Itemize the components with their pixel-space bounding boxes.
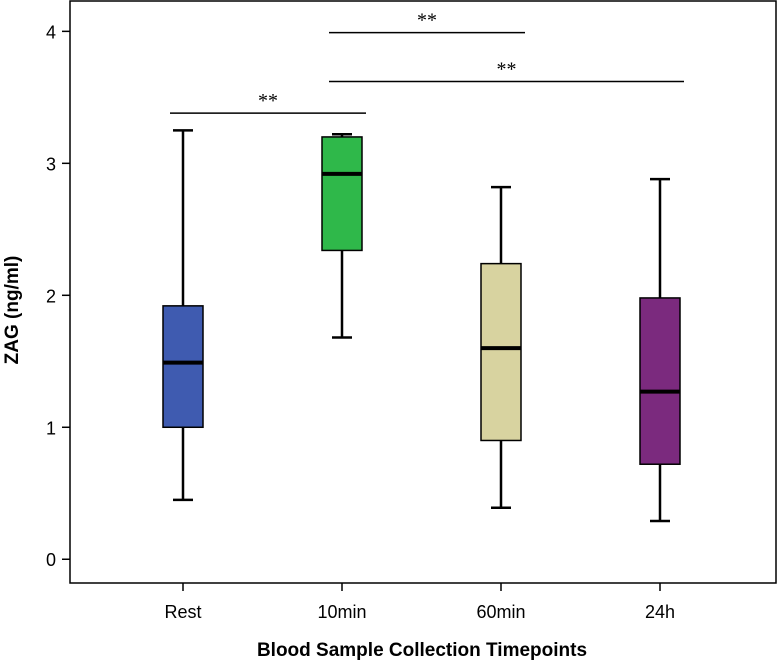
- y-axis-title: ZAG (ng/ml): [2, 256, 23, 365]
- significance-bracket: **: [170, 90, 366, 114]
- significance-label: **: [258, 90, 278, 112]
- x-tick-label: Rest: [164, 602, 201, 622]
- box-24h: [639, 177, 681, 523]
- iqr-box: [321, 136, 363, 252]
- y-tick-label: 0: [46, 550, 56, 570]
- y-tick-label: 1: [46, 418, 56, 438]
- significance-bracket: **: [329, 10, 525, 34]
- iqr-box: [162, 305, 204, 429]
- x-tick-label: 60min: [476, 602, 525, 622]
- x-axis: Rest 10min 60min 24h: [164, 583, 675, 622]
- box-rest: [162, 129, 204, 502]
- iqr-box: [639, 297, 681, 465]
- box-60min: [480, 185, 522, 510]
- significance-label: **: [497, 59, 517, 81]
- plot-frame: [69, 0, 777, 584]
- significance-bracket: **: [329, 59, 684, 83]
- boxes-layer: [162, 129, 681, 523]
- significance-label: **: [417, 10, 437, 32]
- x-tick-label: 24h: [645, 602, 675, 622]
- y-axis: 0 1 2 3 4: [46, 22, 70, 570]
- iqr-box: [480, 262, 522, 442]
- x-axis-title: Blood Sample Collection Timepoints: [257, 640, 587, 661]
- y-tick-label: 2: [46, 286, 56, 306]
- box-10min: [321, 133, 363, 339]
- y-tick-label: 4: [46, 22, 56, 42]
- x-tick-label: 10min: [317, 602, 366, 622]
- significance-layer: ** ** **: [170, 10, 684, 114]
- y-tick-label: 3: [46, 154, 56, 174]
